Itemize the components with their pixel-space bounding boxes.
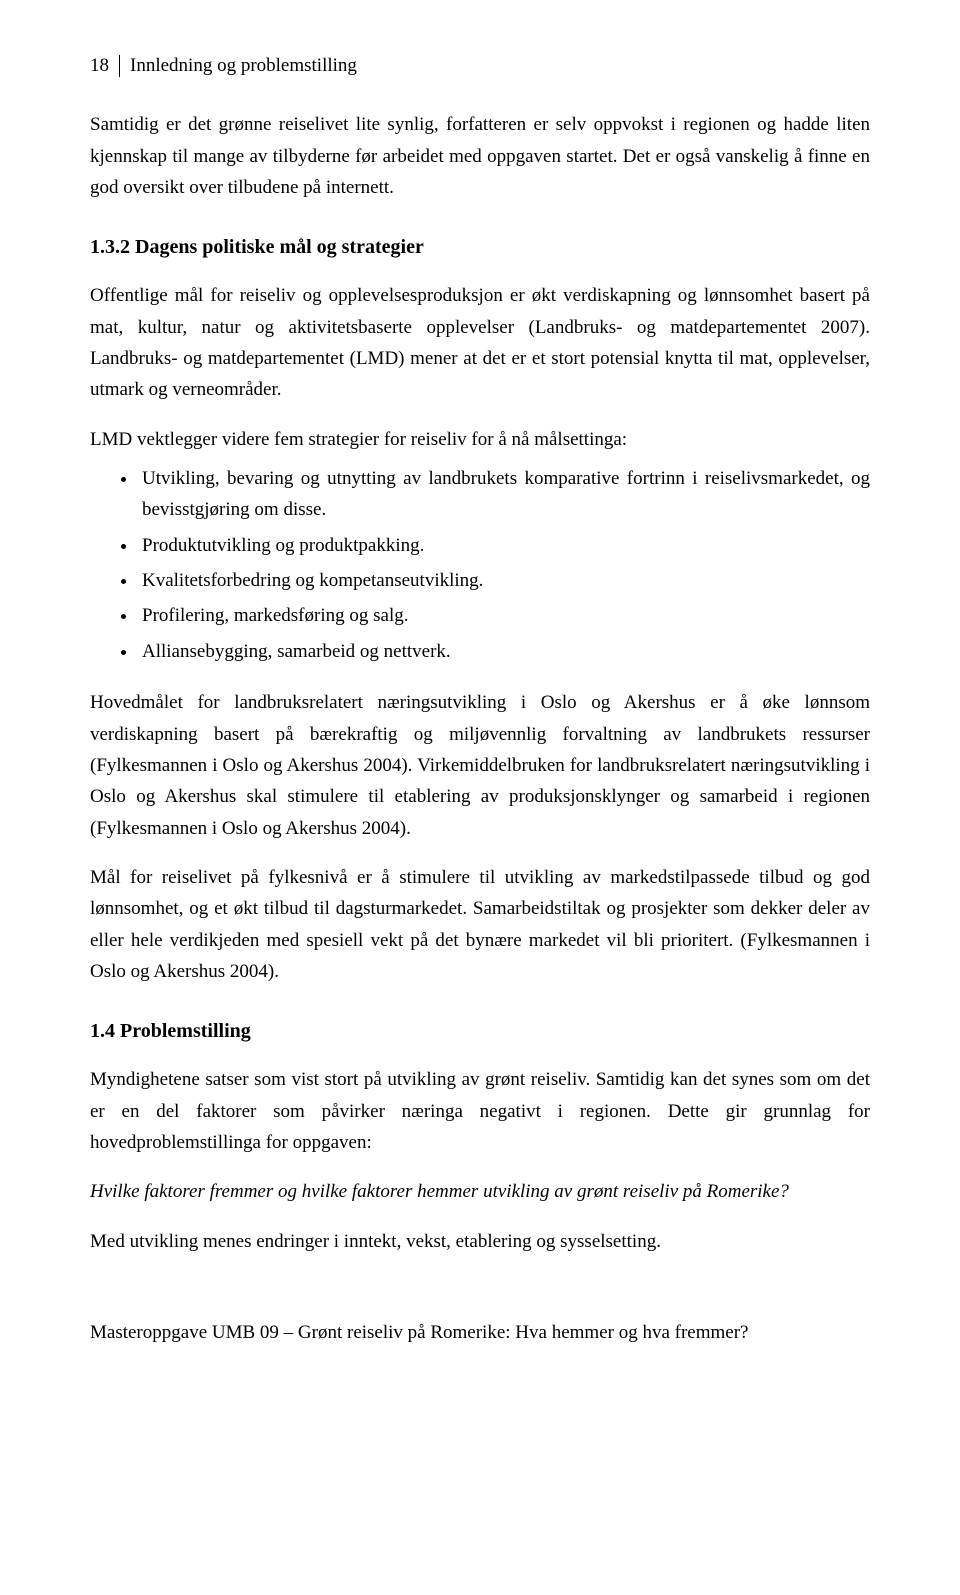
list-item: Produktutvikling og produktpakking. (138, 530, 870, 561)
header-separator (119, 55, 120, 77)
page: 18 Innledning og problemstilling Samtidi… (0, 0, 960, 1388)
chapter-title: Innledning og problemstilling (130, 50, 357, 81)
paragraph: Myndighetene satser som vist stort på ut… (90, 1064, 870, 1158)
paragraph: Med utvikling menes endringer i inntekt,… (90, 1226, 870, 1257)
bullet-list: Utvikling, bevaring og utnytting av land… (90, 463, 870, 667)
page-header: 18 Innledning og problemstilling (90, 50, 870, 81)
list-item: Kvalitetsforbedring og kompetanseutvikli… (138, 565, 870, 596)
list-item: Profilering, markedsføring og salg. (138, 600, 870, 631)
page-number: 18 (90, 50, 109, 81)
list-item: Alliansebygging, samarbeid og nettverk. (138, 636, 870, 667)
section-heading: 1.3.2 Dagens politiske mål og strategier (90, 231, 870, 264)
paragraph: Samtidig er det grønne reiselivet lite s… (90, 109, 870, 203)
list-item: Utvikling, bevaring og utnytting av land… (138, 463, 870, 526)
paragraph: Hovedmålet for landbruksrelatert nærings… (90, 687, 870, 844)
paragraph: LMD vektlegger videre fem strategier for… (90, 424, 870, 455)
paragraph-italic: Hvilke faktorer fremmer og hvilke faktor… (90, 1176, 870, 1207)
section-heading: 1.4 Problemstilling (90, 1015, 870, 1048)
paragraph: Offentlige mål for reiseliv og opplevels… (90, 280, 870, 405)
paragraph: Mål for reiselivet på fylkesnivå er å st… (90, 862, 870, 987)
footer-text: Masteroppgave UMB 09 – Grønt reiseliv på… (90, 1317, 870, 1348)
